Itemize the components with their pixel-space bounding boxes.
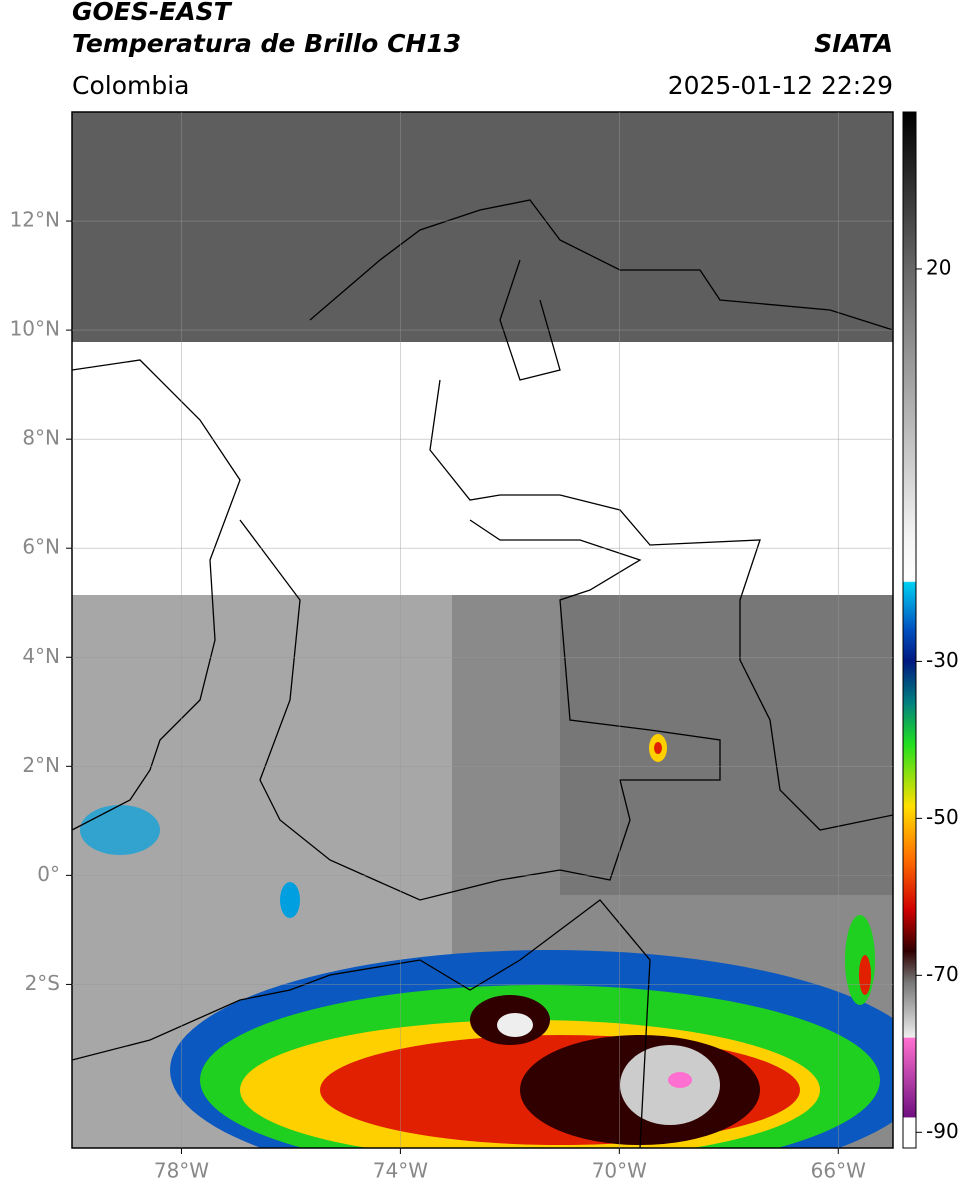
x-tick-label: 66°W	[811, 1159, 866, 1183]
colorbar	[902, 111, 917, 1149]
y-tick-label: 10°N	[10, 317, 60, 341]
source: SIATA	[814, 29, 893, 58]
title: GOES-EAST	[72, 0, 233, 26]
y-tick-label: 4°N	[22, 644, 60, 668]
y-tick-label: 0°	[37, 862, 60, 886]
colorbar-tick-label: -30	[926, 648, 959, 672]
x-tick-label: 70°W	[592, 1159, 647, 1183]
datetime: 2025-01-12 22:29	[668, 71, 893, 100]
satellite-image	[72, 112, 893, 1148]
colorbar-tick-label: -70	[926, 962, 959, 986]
map-frame	[71, 111, 894, 1149]
colorbar-tick-label: -90	[926, 1119, 959, 1143]
colorbar-tick-label: 20	[926, 255, 951, 279]
subtitle: Temperatura de Brillo CH13	[72, 29, 461, 58]
x-tick-label: 74°W	[373, 1159, 428, 1183]
y-tick-label: 8°N	[22, 426, 60, 450]
x-tick-label: 78°W	[154, 1159, 209, 1183]
y-tick-label: 2°S	[25, 971, 60, 995]
colorbar-tick-label: -50	[926, 805, 959, 829]
y-tick-label: 12°N	[10, 208, 60, 232]
region: Colombia	[72, 71, 189, 100]
y-tick-label: 2°N	[22, 753, 60, 777]
y-tick-label: 6°N	[22, 535, 60, 559]
